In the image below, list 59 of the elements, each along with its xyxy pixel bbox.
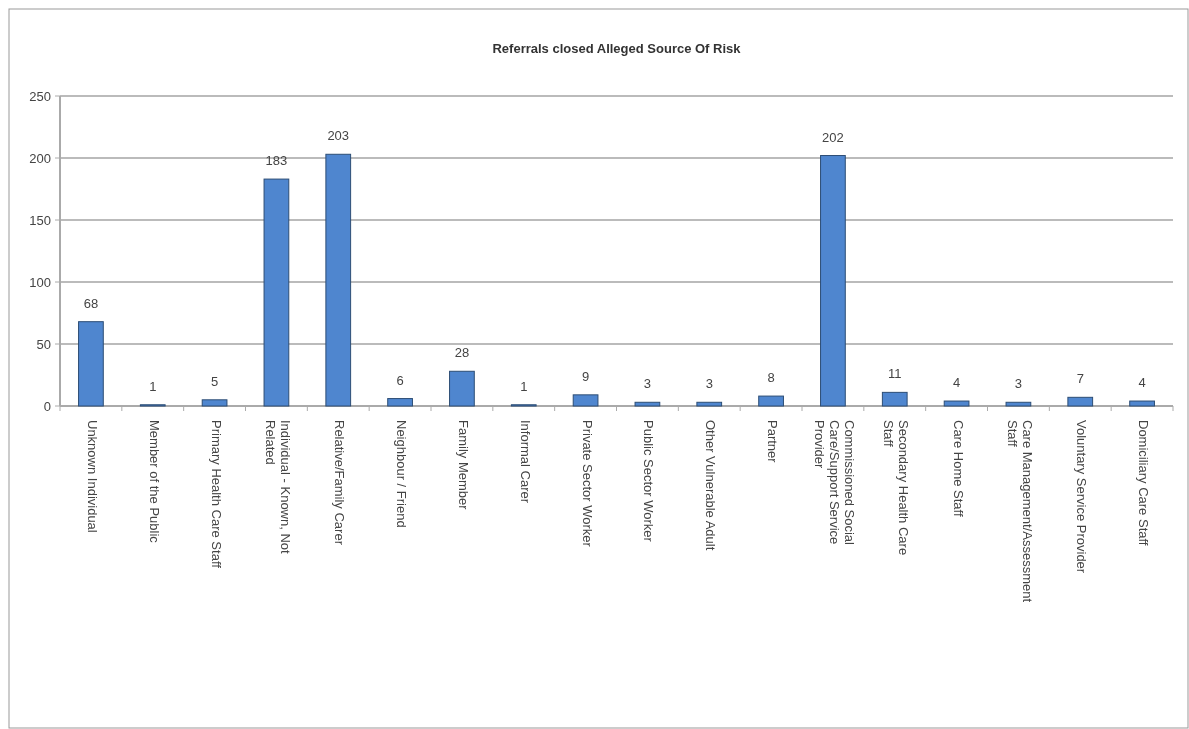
data-label: 7 — [1076, 371, 1084, 387]
y-tick-label: 50 — [36, 336, 51, 352]
bar — [449, 370, 475, 407]
bar — [820, 155, 846, 407]
data-label: 28 — [454, 345, 470, 361]
x-tick-label: Individual - Known, Not Related — [262, 420, 293, 555]
y-tick-label: 200 — [29, 150, 51, 166]
x-tick-label: Partner — [764, 420, 780, 464]
x-tick-label: Commissioned Social Care/Support Service Provider — [811, 420, 857, 546]
y-tick-label: 0 — [43, 398, 51, 414]
x-tick-label: Voluntary Service Provider — [1073, 420, 1089, 574]
x-tick-label: Neighbour / Friend — [393, 420, 409, 528]
bar — [263, 178, 290, 407]
data-label: 11 — [888, 366, 902, 382]
x-tick-label: Domiciliary Care Staff — [1135, 420, 1151, 546]
data-label: 8 — [767, 370, 775, 386]
data-label: 3 — [1014, 376, 1023, 392]
data-label: 68 — [83, 295, 99, 311]
data-label: 1 — [520, 378, 528, 394]
bar — [201, 399, 228, 407]
data-label: 4 — [952, 375, 961, 391]
y-tick-label: 250 — [29, 88, 51, 104]
x-tick-label: Relative/Family Carer — [331, 420, 347, 546]
bar — [325, 153, 352, 407]
data-label: 3 — [643, 376, 652, 392]
bar — [1067, 396, 1094, 407]
y-tick-label: 100 — [29, 274, 51, 290]
data-label: 1 — [149, 378, 157, 394]
bar — [572, 394, 599, 407]
data-label: 202 — [822, 129, 844, 145]
x-tick-label: Secondary Health Care Staff — [880, 420, 911, 556]
bar — [634, 401, 661, 407]
x-tick-label: Member of the Public — [146, 420, 162, 544]
y-tick-label: 150 — [29, 212, 51, 228]
data-label: 6 — [396, 372, 404, 388]
data-label: 3 — [705, 376, 713, 392]
x-tick-label: Care Home Staff — [950, 420, 966, 517]
x-tick-label: Public Sector Worker — [640, 420, 656, 543]
x-tick-label: Primary Health Care Staff — [208, 420, 224, 569]
chart-title: Referrals closed Alleged Source Of Risk — [492, 41, 742, 56]
x-tick-label: Care Management/Assessment Staff — [1004, 420, 1035, 603]
bar — [881, 391, 908, 407]
x-tick-label: Other Vulnerable Adult — [702, 420, 718, 551]
bar — [1005, 401, 1032, 407]
x-tick-label: Unknown Individual — [84, 420, 100, 533]
x-tick-label: Private Sector Worker — [579, 420, 595, 548]
x-tick-label: Informal Carer — [517, 420, 533, 504]
data-label: 4 — [1138, 375, 1146, 391]
x-tick-label: Family Member — [455, 420, 471, 511]
data-label: 9 — [581, 368, 590, 384]
bar — [696, 401, 723, 407]
data-label: 183 — [265, 153, 288, 169]
bar — [1129, 400, 1155, 407]
bar — [758, 395, 784, 407]
data-label: 5 — [210, 373, 219, 389]
bar — [387, 398, 413, 407]
bar — [78, 321, 104, 407]
bar — [943, 400, 970, 407]
data-label: 203 — [327, 128, 350, 144]
